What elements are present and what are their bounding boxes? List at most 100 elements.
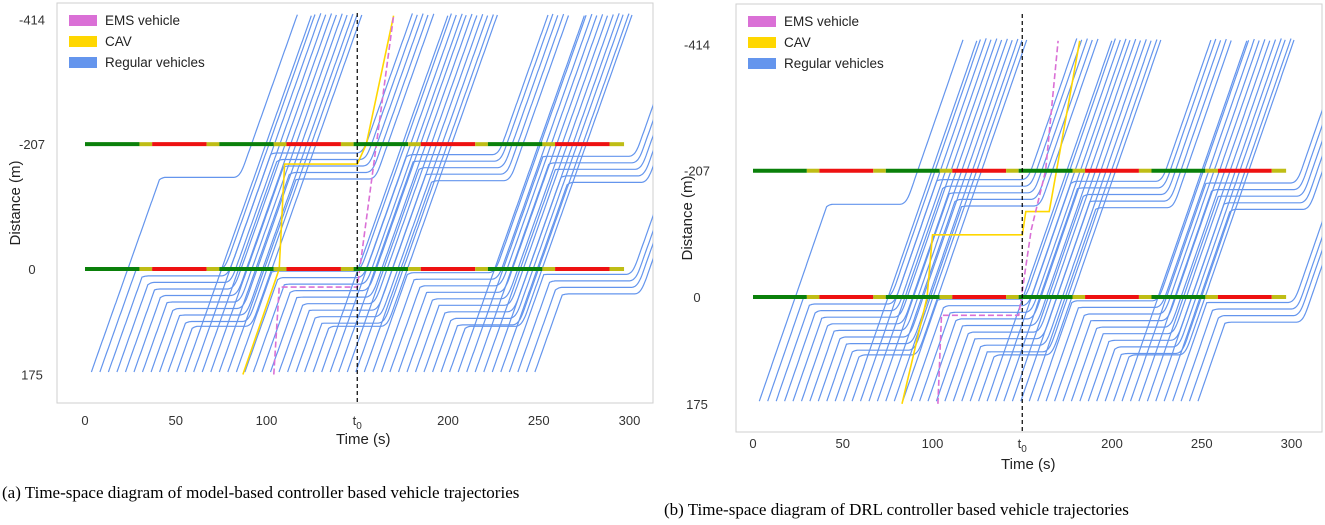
regular-vehicle-trajectory: [389, 15, 598, 373]
regular-vehicle-trajectory: [124, 13, 333, 373]
ems-trajectory: [937, 40, 1059, 404]
regular-vehicle-trajectory: [986, 40, 1113, 402]
x-tick-label: 250: [1191, 436, 1213, 451]
x-axis-label: Time (s): [1001, 456, 1055, 473]
x-axis-label: Time (s): [336, 431, 390, 448]
y-tick-label: 175: [686, 397, 708, 412]
panel-a: 0 50 100 t0 200 250 300 -414 -207 0 175 Time (s) Dis…: [0, 0, 662, 525]
caption-a: (a) Time-space diagram of model-based co…: [2, 483, 520, 502]
time-space-chart-a: 0 50 100 t0 200 250 300 -414 -207 0 175 Time (s) Dis…: [7, 2, 654, 448]
regular-vehicle-trajectory: [809, 38, 1008, 402]
regular-vehicle-trajectory: [902, 38, 1116, 402]
regular-vehicle-trajectory: [1129, 109, 1322, 402]
regular-vehicle-trajectory: [159, 13, 354, 373]
x-tick-label: t0: [1018, 436, 1028, 455]
regular-vehicle-trajectory: [397, 14, 604, 373]
plot-frame: [56, 2, 654, 404]
regular-vehicle-trajectory: [321, 15, 449, 373]
x-tick-label: 300: [619, 413, 641, 428]
legend-swatch: [748, 16, 776, 27]
y-axis-label: Distance (m): [679, 175, 696, 260]
regular-vehicle-trajectory: [978, 39, 1162, 402]
legend-label: CAV: [105, 34, 132, 49]
regular-vehicle-trajectory: [278, 15, 478, 373]
regular-vehicle-trajectory: [1045, 38, 1255, 402]
regular-vehicle-trajectory: [1146, 139, 1322, 402]
regular-vehicle-trajectory: [440, 13, 630, 373]
regular-vehicle-trajectory: [1003, 38, 1217, 402]
regular-vehicle-trajectory: [176, 14, 363, 373]
regular-vehicle-trajectory: [372, 15, 587, 373]
regular-vehicle-trajectory: [1138, 124, 1322, 402]
regular-vehicle-trajectory: [851, 40, 978, 402]
regular-vehicle-trajectory: [269, 13, 473, 373]
regular-vehicle-trajectory: [414, 14, 614, 373]
legend-label: Regular vehicles: [105, 55, 205, 70]
x-tick-label: 250: [528, 413, 550, 428]
y-tick-label: -414: [19, 12, 45, 27]
panel-b: 0 50 100 t0 200 250 300 -414 -207 0 175 Time (s) Dis…: [662, 0, 1325, 525]
regular-vehicle-trajectory: [1020, 38, 1227, 402]
regular-vehicle-trajectory: [1037, 40, 1250, 402]
regular-vehicle-trajectory: [210, 13, 424, 373]
regular-vehicle-trajectory: [927, 40, 1131, 402]
x-tick-label: 300: [1281, 436, 1303, 451]
regular-vehicle-trajectory: [1079, 39, 1277, 402]
legend-swatch: [69, 15, 97, 26]
legend-label: EMS vehicle: [784, 14, 859, 29]
regular-vehicle-trajectory: [1054, 40, 1260, 402]
regular-vehicle-trajectory: [201, 14, 418, 373]
regular-vehicle-trajectory: [261, 14, 467, 373]
regular-vehicle-trajectory: [312, 14, 498, 373]
regular-vehicle-trajectory: [218, 14, 429, 373]
regular-vehicle-trajectory: [304, 14, 494, 373]
x-tick-label: 50: [169, 413, 183, 428]
regular-vehicle-trajectory: [1070, 40, 1271, 402]
regular-vehicle-trajectory: [1104, 38, 1292, 402]
y-tick-label: -207: [19, 137, 45, 152]
x-tick-label: 0: [749, 436, 756, 451]
regular-vehicle-trajectory: [295, 15, 489, 373]
regular-vehicle-trajectory: [107, 13, 322, 373]
regular-vehicle-trajectory: [1028, 40, 1232, 402]
regular-vehicle-trajectory: [868, 39, 1083, 402]
x-tick-label: 100: [256, 413, 278, 428]
regular-vehicle-trajectory: [758, 39, 964, 402]
regular-vehicle-trajectory: [969, 39, 1158, 402]
regular-vehicle-trajectory: [1188, 248, 1322, 402]
regular-vehicle-trajectory: [184, 15, 312, 373]
regular-vehicle-trajectory: [876, 38, 1088, 402]
regular-vehicle-trajectory: [525, 242, 653, 373]
regular-vehicle-trajectory: [380, 13, 593, 373]
y-tick-label: 0: [693, 290, 700, 305]
regular-vehicle-trajectory: [363, 15, 570, 373]
regular-vehicle-trajectory: [406, 15, 609, 373]
regular-vehicle-trajectory: [150, 14, 348, 373]
plot-frame: [735, 3, 1323, 433]
legend-swatch: [69, 36, 97, 47]
legend-swatch: [748, 58, 776, 69]
regular-vehicle-trajectory: [167, 15, 358, 373]
regular-vehicle-trajectory: [935, 38, 1137, 402]
legend-swatch: [748, 37, 776, 48]
regular-vehicle-trajectory: [491, 149, 653, 373]
x-tick-label: 200: [437, 413, 459, 428]
regular-vehicle-trajectory: [432, 14, 624, 373]
regular-vehicle-trajectory: [843, 39, 1028, 402]
regular-vehicle-trajectory: [500, 164, 653, 373]
regular-vehicle-trajectory: [834, 40, 1023, 402]
legend-swatch: [69, 57, 97, 68]
y-tick-label: -207: [684, 164, 710, 179]
regular-vehicle-trajectory: [338, 13, 554, 373]
regular-vehicle-trajectory: [775, 38, 987, 402]
regular-vehicle-trajectory: [893, 38, 1099, 402]
regular-vehicle-trajectory: [355, 13, 565, 373]
regular-vehicle-trajectory: [244, 14, 457, 373]
y-tick-label: 0: [28, 262, 35, 277]
regular-vehicle-trajectory: [1155, 155, 1322, 402]
y-tick-label: -414: [684, 37, 710, 52]
regular-vehicle-trajectory: [252, 13, 463, 373]
regular-vehicle-trajectory: [466, 103, 653, 373]
regular-vehicle-trajectory: [1172, 220, 1322, 402]
regular-vehicle-trajectory: [235, 13, 452, 373]
